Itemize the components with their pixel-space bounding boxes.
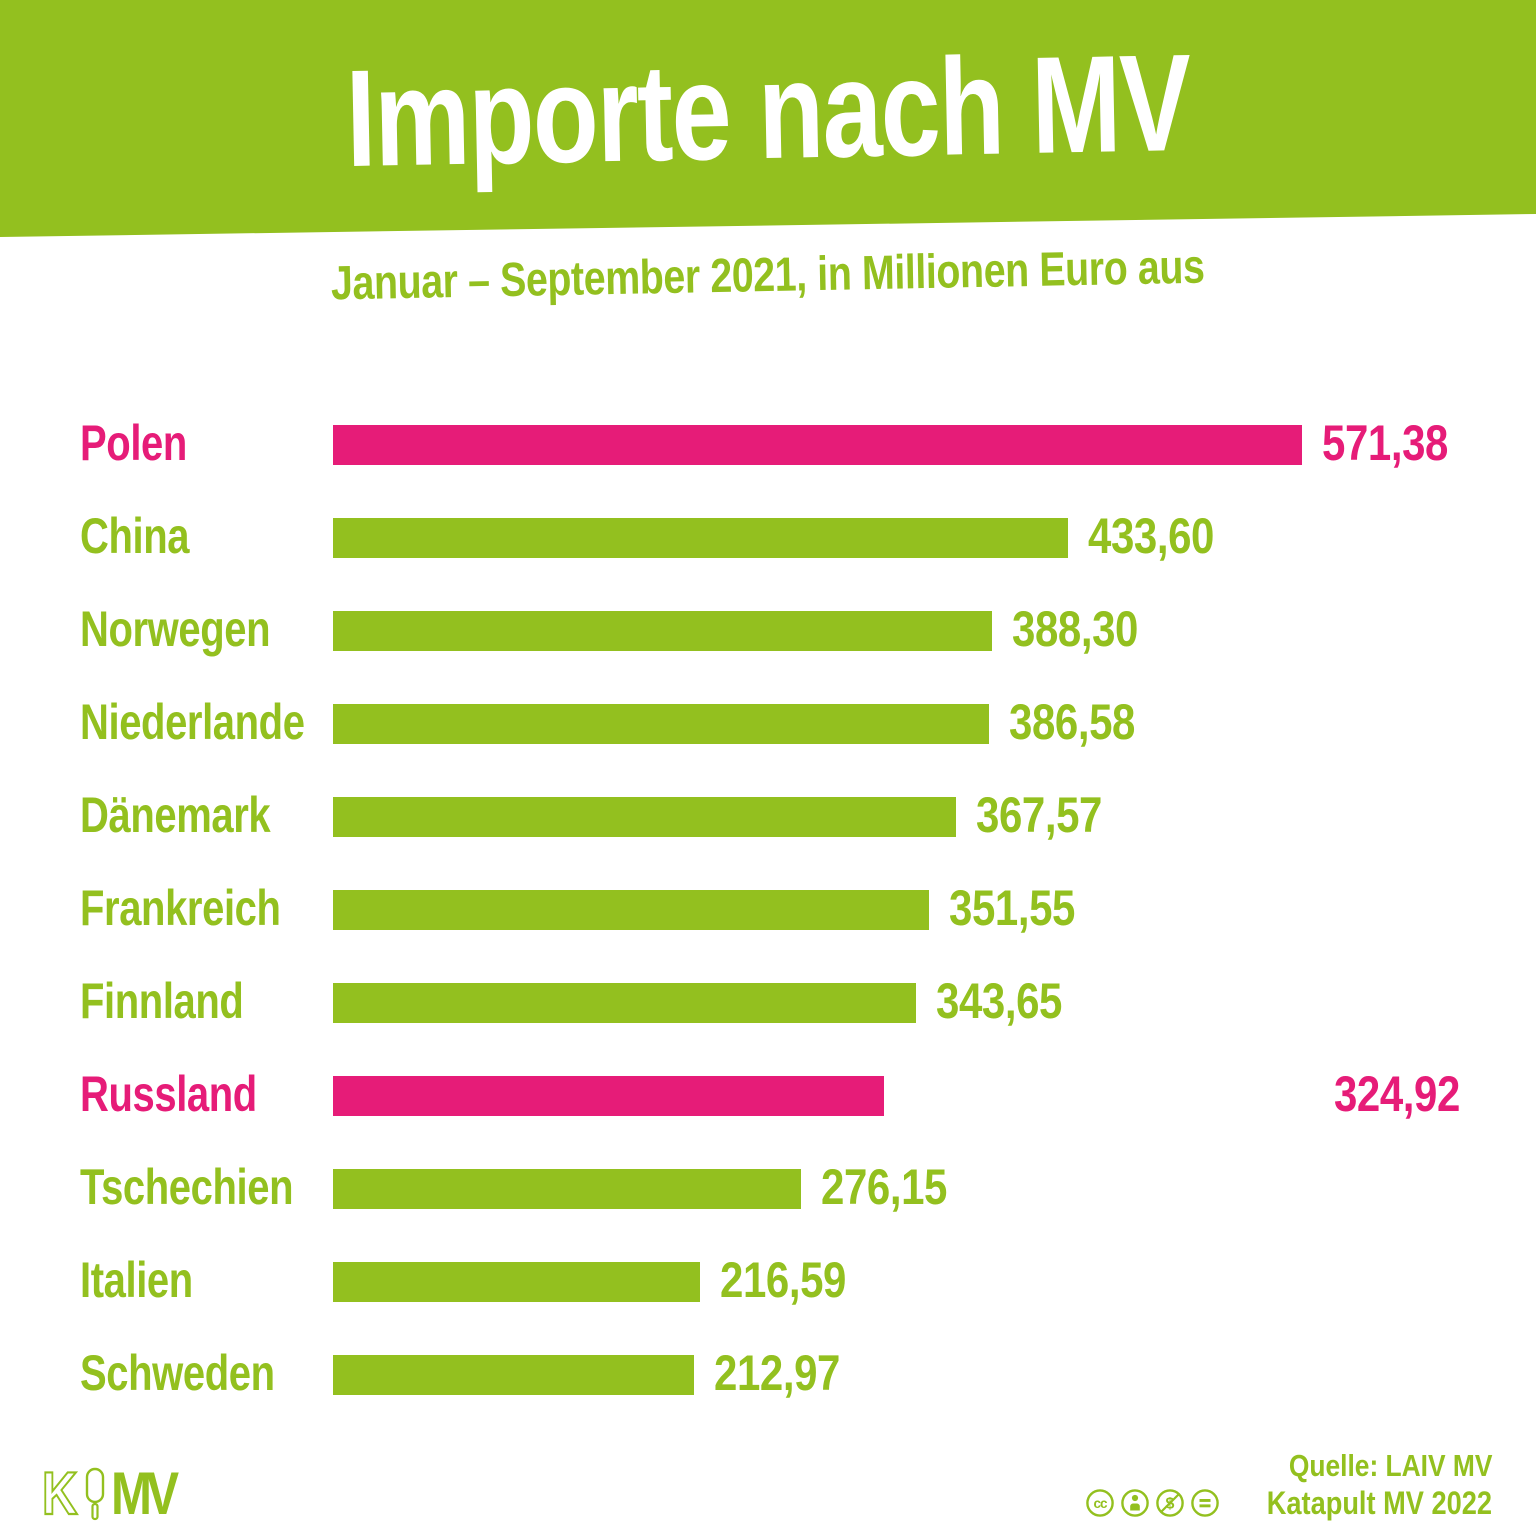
value-label: 212,97 — [714, 1345, 840, 1401]
value-bar — [333, 1262, 700, 1302]
category-label: Polen — [80, 415, 187, 471]
cc-nd-icon — [1191, 1488, 1219, 1517]
popsicle-icon — [86, 1467, 105, 1521]
value-bar — [333, 704, 989, 744]
category-label: Norwegen — [80, 601, 271, 657]
chart-row-italien: Italien 216,59 — [0, 1255, 1536, 1305]
value-label: 276,15 — [821, 1159, 947, 1215]
value-bar — [333, 425, 1302, 465]
value-bar — [333, 611, 992, 651]
logo-letters-mv: MV — [111, 1460, 179, 1527]
license-icons: cc $ — [1085, 1488, 1220, 1518]
value-bar — [333, 890, 929, 930]
value-bar — [333, 1076, 884, 1116]
category-label: Dänemark — [80, 787, 271, 843]
value-label: 388,30 — [1012, 601, 1138, 657]
category-label: Finnland — [80, 973, 244, 1029]
chart-row-china: China 433,60 — [0, 511, 1536, 561]
chart-row-frankreich: Frankreich 351,55 — [0, 883, 1536, 933]
category-label: Niederlande — [80, 694, 305, 750]
category-label: Tschechien — [80, 1159, 294, 1215]
value-label: 367,57 — [976, 787, 1102, 843]
value-label: 433,60 — [1088, 508, 1214, 564]
source-line: Quelle: LAIV MV — [1085, 1448, 1492, 1483]
chart-row-dänemark: Dänemark 367,57 — [0, 790, 1536, 840]
value-bar — [333, 983, 916, 1023]
value-label: 324,92 — [1334, 1066, 1460, 1122]
category-label: Italien — [80, 1252, 193, 1308]
value-label: 571,38 — [1322, 415, 1448, 471]
category-label: Frankreich — [80, 880, 281, 936]
category-label: Schweden — [80, 1345, 275, 1401]
value-bar — [333, 1355, 694, 1395]
source-text: Quelle: LAIV MV — [1288, 1448, 1492, 1483]
category-label: China — [80, 508, 190, 564]
value-label: 386,58 — [1009, 694, 1135, 750]
cc-by-icon — [1121, 1488, 1149, 1517]
chart-row-niederlande: Niederlande 386,58 — [0, 697, 1536, 747]
cc-icon: cc — [1086, 1488, 1114, 1517]
chart-row-schweden: Schweden 212,97 — [0, 1348, 1536, 1398]
chart-row-norwegen: Norwegen 388,30 — [0, 604, 1536, 654]
katapult-mv-logo: K MV — [41, 1460, 187, 1527]
svg-text:cc: cc — [1094, 1496, 1109, 1511]
value-bar — [333, 797, 956, 837]
value-bar — [333, 518, 1068, 558]
logo-letter-k: K — [41, 1460, 78, 1527]
category-label: Russland — [80, 1066, 257, 1122]
copyright-text: Katapult MV 2022 — [1266, 1484, 1492, 1521]
value-label: 343,65 — [936, 973, 1062, 1029]
chart-row-polen: Polen 571,38 — [0, 418, 1536, 468]
chart-row-russland: Russland 324,92 — [0, 1069, 1536, 1119]
value-label: 351,55 — [949, 880, 1075, 936]
source-block: Quelle: LAIV MV cc $ — [1085, 1448, 1492, 1519]
chart-row-finnland: Finnland 343,65 — [0, 976, 1536, 1026]
header-banner — [0, 0, 1536, 237]
license-line: cc $ Katapult MV 2022 — [1085, 1487, 1492, 1519]
chart-row-tschechien: Tschechien 276,15 — [0, 1162, 1536, 1212]
cc-nc-icon: $ — [1156, 1488, 1184, 1517]
value-bar — [333, 1169, 801, 1209]
value-label: 216,59 — [720, 1252, 846, 1308]
